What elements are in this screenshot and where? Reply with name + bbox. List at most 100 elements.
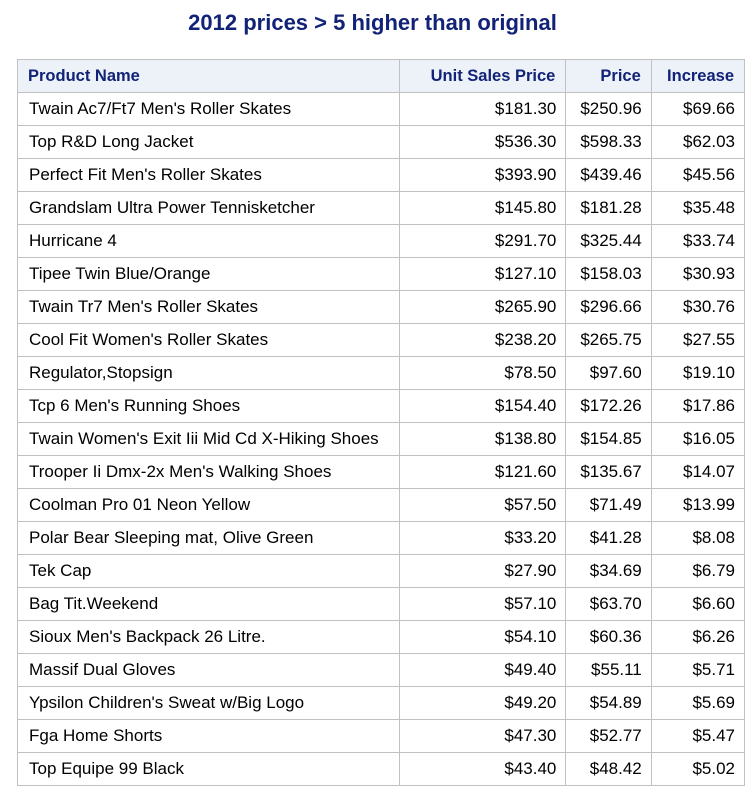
table-row: Tek Cap $27.90 $34.69 $6.79 xyxy=(17,554,745,588)
cell-unit-sales-price: $238.20 xyxy=(398,323,567,357)
price-increase-table: Product Name Unit Sales Price Price Incr… xyxy=(17,59,745,786)
cell-product-name: Ypsilon Children's Sweat w/Big Logo xyxy=(17,686,400,720)
cell-product-name: Fga Home Shorts xyxy=(17,719,400,753)
table-row: Tcp 6 Men's Running Shoes $154.40 $172.26 $… xyxy=(17,389,745,423)
cell-unit-sales-price: $181.30 xyxy=(398,92,567,126)
table-body: Twain Ac7/Ft7 Men's Roller Skates $181.30… xyxy=(17,92,745,786)
cell-unit-sales-price: $49.40 xyxy=(398,653,567,687)
cell-unit-sales-price: $47.30 xyxy=(398,719,567,753)
cell-product-name: Tcp 6 Men's Running Shoes xyxy=(17,389,400,423)
cell-product-name: Perfect Fit Men's Roller Skates xyxy=(17,158,400,192)
cell-increase: $5.71 xyxy=(650,653,745,687)
cell-product-name: Tipee Twin Blue/Orange xyxy=(17,257,400,291)
table-row: Bag Tit.Weekend $57.10 $63.70 $6.60 xyxy=(17,587,745,621)
cell-price: $54.89 xyxy=(565,686,652,720)
cell-unit-sales-price: $121.60 xyxy=(398,455,567,489)
report-title: 2012 prices > 5 higher than original xyxy=(188,10,557,35)
cell-product-name: Twain Ac7/Ft7 Men's Roller Skates xyxy=(17,92,400,126)
cell-increase: $30.76 xyxy=(650,290,745,324)
table-row: Top Equipe 99 Black $43.40 $48.42 $5.02 xyxy=(17,752,745,786)
table-row: Top R&D Long Jacket $536.30 $598.33 $62.03 xyxy=(17,125,745,159)
table-row: Polar Bear Sleeping mat, Olive Green $33.… xyxy=(17,521,745,555)
table-row: Sioux Men's Backpack 26 Litre. $54.10 $60.… xyxy=(17,620,745,654)
cell-product-name: Grandslam Ultra Power Tennisketcher xyxy=(17,191,400,225)
cell-increase: $69.66 xyxy=(650,92,745,126)
cell-increase: $33.74 xyxy=(650,224,745,258)
column-header-product-name: Product Name xyxy=(17,59,400,93)
cell-increase: $62.03 xyxy=(650,125,745,159)
cell-increase: $27.55 xyxy=(650,323,745,357)
table-row: Twain Tr7 Men's Roller Skates $265.90 $296… xyxy=(17,290,745,324)
cell-product-name: Massif Dual Gloves xyxy=(17,653,400,687)
table-row: Regulator,Stopsign $78.50 $97.60 $19.10 xyxy=(17,356,745,390)
table-row: Hurricane 4 $291.70 $325.44 $33.74 xyxy=(17,224,745,258)
cell-unit-sales-price: $127.10 xyxy=(398,257,567,291)
cell-unit-sales-price: $536.30 xyxy=(398,125,567,159)
cell-price: $63.70 xyxy=(565,587,652,621)
cell-product-name: Polar Bear Sleeping mat, Olive Green xyxy=(17,521,400,555)
cell-increase: $5.69 xyxy=(650,686,745,720)
cell-unit-sales-price: $33.20 xyxy=(398,521,567,555)
cell-increase: $5.47 xyxy=(650,719,745,753)
cell-price: $60.36 xyxy=(565,620,652,654)
column-header-price: Price xyxy=(565,59,652,93)
table-row: Coolman Pro 01 Neon Yellow $57.50 $71.49 $1… xyxy=(17,488,745,522)
header-row: Product Name Unit Sales Price Price Incr… xyxy=(17,59,745,93)
cell-unit-sales-price: $393.90 xyxy=(398,158,567,192)
cell-increase: $19.10 xyxy=(650,356,745,390)
cell-price: $181.28 xyxy=(565,191,652,225)
table-row: Ypsilon Children's Sweat w/Big Logo $49.2… xyxy=(17,686,745,720)
cell-price: $154.85 xyxy=(565,422,652,456)
cell-increase: $45.56 xyxy=(650,158,745,192)
table-row: Cool Fit Women's Roller Skates $238.20 $26… xyxy=(17,323,745,357)
cell-product-name: Twain Women's Exit Iii Mid Cd X-Hiking S… xyxy=(17,422,400,456)
table-row: Trooper Ii Dmx-2x Men's Walking Shoes $12… xyxy=(17,455,745,489)
cell-unit-sales-price: $78.50 xyxy=(398,356,567,390)
cell-increase: $6.26 xyxy=(650,620,745,654)
cell-product-name: Top Equipe 99 Black xyxy=(17,752,400,786)
cell-price: $172.26 xyxy=(565,389,652,423)
cell-unit-sales-price: $57.50 xyxy=(398,488,567,522)
cell-product-name: Bag Tit.Weekend xyxy=(17,587,400,621)
cell-increase: $5.02 xyxy=(650,752,745,786)
cell-price: $158.03 xyxy=(565,257,652,291)
cell-product-name: Regulator,Stopsign xyxy=(17,356,400,390)
cell-unit-sales-price: $27.90 xyxy=(398,554,567,588)
table-row: Tipee Twin Blue/Orange $127.10 $158.03 $30.… xyxy=(17,257,745,291)
column-header-unit-sales-price: Unit Sales Price xyxy=(398,59,567,93)
cell-increase: $6.79 xyxy=(650,554,745,588)
cell-price: $325.44 xyxy=(565,224,652,258)
cell-price: $97.60 xyxy=(565,356,652,390)
cell-product-name: Cool Fit Women's Roller Skates xyxy=(17,323,400,357)
cell-increase: $30.93 xyxy=(650,257,745,291)
cell-price: $598.33 xyxy=(565,125,652,159)
cell-product-name: Twain Tr7 Men's Roller Skates xyxy=(17,290,400,324)
cell-product-name: Coolman Pro 01 Neon Yellow xyxy=(17,488,400,522)
cell-unit-sales-price: $43.40 xyxy=(398,752,567,786)
table-row: Grandslam Ultra Power Tennisketcher $145.… xyxy=(17,191,745,225)
cell-unit-sales-price: $265.90 xyxy=(398,290,567,324)
cell-unit-sales-price: $54.10 xyxy=(398,620,567,654)
cell-increase: $13.99 xyxy=(650,488,745,522)
cell-increase: $14.07 xyxy=(650,455,745,489)
cell-product-name: Tek Cap xyxy=(17,554,400,588)
cell-increase: $35.48 xyxy=(650,191,745,225)
cell-increase: $8.08 xyxy=(650,521,745,555)
cell-increase: $16.05 xyxy=(650,422,745,456)
table-row: Twain Ac7/Ft7 Men's Roller Skates $181.30… xyxy=(17,92,745,126)
cell-unit-sales-price: $145.80 xyxy=(398,191,567,225)
cell-price: $71.49 xyxy=(565,488,652,522)
cell-price: $250.96 xyxy=(565,92,652,126)
cell-unit-sales-price: $138.80 xyxy=(398,422,567,456)
cell-increase: $6.60 xyxy=(650,587,745,621)
cell-unit-sales-price: $57.10 xyxy=(398,587,567,621)
cell-unit-sales-price: $49.20 xyxy=(398,686,567,720)
column-header-increase: Increase xyxy=(650,59,745,93)
cell-unit-sales-price: $154.40 xyxy=(398,389,567,423)
cell-product-name: Top R&D Long Jacket xyxy=(17,125,400,159)
cell-price: $48.42 xyxy=(565,752,652,786)
cell-price: $265.75 xyxy=(565,323,652,357)
cell-price: $135.67 xyxy=(565,455,652,489)
cell-product-name: Hurricane 4 xyxy=(17,224,400,258)
cell-price: $296.66 xyxy=(565,290,652,324)
